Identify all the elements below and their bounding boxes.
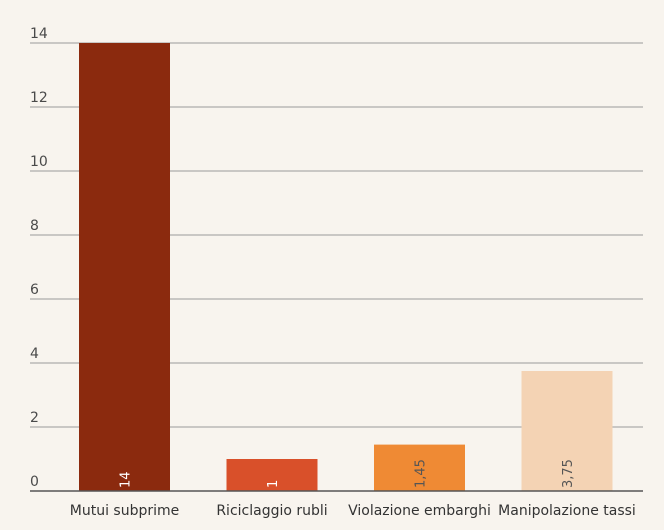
y-tick-label: 10	[30, 154, 48, 170]
y-tick-label: 14	[30, 26, 48, 42]
category-label-3: Manipolazione tassi	[498, 503, 636, 519]
value-label-0: 14	[119, 471, 134, 488]
value-label-3: 3,75	[561, 459, 576, 488]
category-label-1: Riciclaggio rubli	[216, 503, 327, 519]
y-tick-label: 12	[30, 90, 48, 106]
category-label-2: Violazione embarghi	[348, 503, 491, 519]
bar-1	[226, 459, 318, 491]
bar-3	[521, 371, 613, 491]
y-axis-labels: 0 2 4 6 8 10 12 14	[30, 26, 48, 490]
y-tick-label: 6	[30, 282, 39, 298]
y-tick-label: 0	[30, 474, 39, 490]
value-labels: 14 1 1,45 3,75	[119, 459, 577, 488]
y-tick-label: 2	[30, 410, 39, 426]
value-label-1: 1	[266, 480, 281, 488]
value-label-2: 1,45	[414, 459, 429, 488]
bar-2	[374, 444, 465, 491]
y-tick-label: 4	[30, 346, 39, 362]
bar-0	[79, 43, 170, 491]
category-label-0: Mutui subprime	[70, 503, 180, 519]
bars	[79, 43, 613, 491]
y-tick-label: 8	[30, 218, 39, 234]
x-axis-labels: Mutui subprime Riciclaggio rubli Violazion…	[70, 503, 636, 519]
